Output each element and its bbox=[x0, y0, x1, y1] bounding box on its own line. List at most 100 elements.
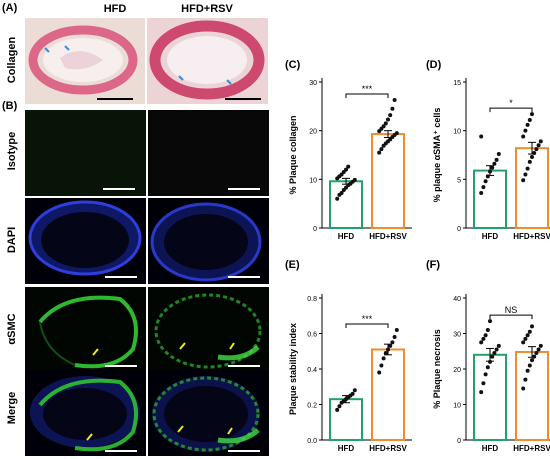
data-point bbox=[479, 190, 484, 195]
data-point bbox=[536, 347, 541, 352]
column-title-hfd: HFD bbox=[103, 3, 127, 15]
bar-hfd bbox=[329, 398, 363, 441]
scale-bar bbox=[228, 188, 260, 190]
data-point bbox=[344, 167, 348, 172]
arrow-marker bbox=[178, 75, 184, 81]
scale-bar bbox=[228, 450, 260, 452]
data-point bbox=[490, 165, 495, 170]
data-point bbox=[383, 351, 388, 356]
data-point bbox=[530, 358, 534, 363]
panel-label-a: (A) bbox=[2, 2, 18, 14]
data-point bbox=[494, 157, 499, 162]
data-point bbox=[490, 354, 495, 359]
chart-plaque-collagen: 0 10 20 30 % Plaque collagen HFD HFD+RSV *** bbox=[288, 78, 412, 241]
chart-plaque-asma-cells: 0 5 10 15 % plaque αSMA⁺ cells HFD HFD+RSV * bbox=[432, 78, 550, 241]
data-point bbox=[494, 347, 499, 352]
significance-bracket bbox=[489, 314, 533, 320]
merge-rsv-drawing bbox=[148, 370, 269, 456]
panel-label-d: (D) bbox=[426, 59, 442, 71]
data-point bbox=[527, 117, 532, 122]
data-point bbox=[525, 368, 530, 373]
data-point bbox=[483, 179, 488, 184]
data-point bbox=[496, 343, 501, 348]
data-point bbox=[521, 134, 526, 139]
data-point bbox=[483, 333, 488, 338]
column-title-hfd-rsv: HFD+RSV bbox=[181, 3, 233, 15]
significance-label: *** bbox=[362, 314, 373, 324]
data-point bbox=[383, 121, 388, 126]
data-point bbox=[527, 159, 532, 164]
asmc-rsv-drawing bbox=[148, 287, 269, 373]
y-tick-label: 0 bbox=[457, 438, 461, 445]
scale-bar bbox=[97, 98, 133, 100]
data-point bbox=[534, 147, 539, 152]
data-point bbox=[481, 185, 486, 190]
merge-image-hfd-rsv bbox=[148, 370, 269, 456]
data-point bbox=[394, 131, 399, 136]
y-axis-label: Plaque stability index bbox=[288, 323, 298, 415]
collagen-hfd-drawing bbox=[25, 18, 145, 104]
y-tick-label: 40 bbox=[453, 296, 461, 303]
asmc-image-hfd-rsv bbox=[148, 287, 269, 373]
bar-hfd bbox=[473, 353, 507, 441]
data-point bbox=[390, 106, 395, 111]
dapi-rsv-drawing bbox=[148, 198, 269, 284]
arrow-marker bbox=[229, 342, 235, 350]
data-point bbox=[488, 319, 492, 324]
y-tick-label: 0.2 bbox=[307, 403, 317, 410]
data-point bbox=[527, 363, 532, 368]
data-point bbox=[379, 363, 384, 368]
data-point bbox=[479, 134, 484, 139]
asmc-hfd-drawing bbox=[25, 287, 146, 373]
data-point bbox=[339, 190, 344, 195]
data-point bbox=[523, 377, 528, 382]
arrow-marker bbox=[177, 425, 184, 433]
data-point bbox=[377, 150, 382, 155]
scale-bar bbox=[105, 276, 137, 278]
data-point bbox=[379, 147, 384, 152]
significance-label: NS bbox=[505, 305, 518, 315]
chart-plaque-stability-index: 0.0 0.2 0.4 0.6 0.8 Plaque stability index HFD… bbox=[288, 294, 412, 453]
data-point bbox=[352, 388, 357, 393]
y-axis-label: % Plaque necrosis bbox=[432, 329, 442, 409]
y-tick-label: 0.0 bbox=[307, 438, 317, 445]
data-point bbox=[485, 365, 490, 370]
collagen-image-hfd bbox=[25, 18, 145, 104]
significance-bracket bbox=[345, 323, 389, 328]
data-point bbox=[523, 172, 528, 177]
data-point bbox=[481, 381, 486, 386]
data-point bbox=[377, 370, 382, 375]
bar-hfd-rsv bbox=[371, 348, 405, 442]
data-point bbox=[532, 151, 537, 156]
bar-hfd-rsv bbox=[515, 350, 549, 441]
y-tick-label: 5 bbox=[457, 177, 461, 184]
y-axis-label: % plaque αSMA⁺ cells bbox=[432, 108, 442, 203]
merge-image-hfd bbox=[25, 370, 146, 456]
y-tick-label: 0 bbox=[457, 226, 461, 233]
data-point bbox=[394, 327, 399, 332]
data-point bbox=[492, 351, 497, 356]
x-tick-label: HFD+RSV bbox=[369, 232, 407, 241]
data-point bbox=[350, 391, 355, 396]
data-point bbox=[388, 343, 393, 348]
data-point bbox=[481, 336, 486, 341]
data-point bbox=[538, 139, 543, 144]
scale-bar bbox=[105, 365, 137, 367]
y-tick-label: 10 bbox=[453, 403, 461, 410]
collagen-rsv-drawing bbox=[147, 18, 268, 104]
scale-bar bbox=[103, 188, 135, 190]
data-point bbox=[521, 386, 526, 391]
data-point bbox=[488, 359, 492, 364]
data-point bbox=[479, 340, 484, 345]
data-point bbox=[532, 354, 537, 359]
y-axis-label: % Plaque collagen bbox=[288, 115, 298, 194]
scale-bar bbox=[225, 98, 261, 100]
data-point bbox=[530, 112, 534, 117]
data-point bbox=[346, 164, 351, 169]
y-tick-label: 30 bbox=[453, 332, 461, 339]
scale-bar bbox=[228, 276, 260, 278]
collagen-image-hfd-rsv bbox=[147, 18, 268, 104]
arrow-marker bbox=[92, 348, 99, 356]
data-point bbox=[534, 351, 539, 356]
